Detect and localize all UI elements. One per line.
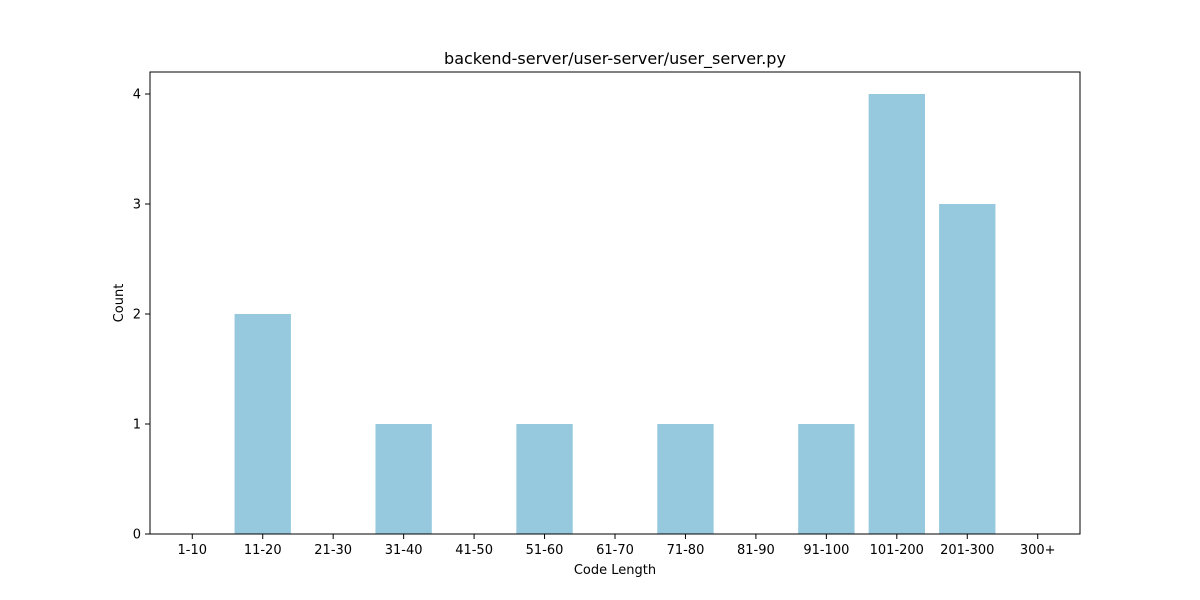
- x-tick-label: 11-20: [244, 543, 282, 558]
- bar-201-300: [939, 204, 996, 534]
- x-tick-label: 41-50: [455, 543, 493, 558]
- y-tick-label: 3: [133, 198, 141, 213]
- y-tick-label: 4: [133, 88, 141, 103]
- bar-101-200: [868, 94, 925, 534]
- x-tick-label: 300+: [1020, 543, 1056, 558]
- x-tick-label: 81-90: [737, 543, 775, 558]
- bar-51-60: [516, 424, 573, 534]
- x-axis: 1-10 11-20 21-30 31-40 41-50 51-60 61-70 71-80 8…: [178, 534, 1056, 558]
- y-axis: 0 1 2 3 4: [133, 88, 150, 543]
- chart-title: backend-server/user-server/user_server.p…: [444, 49, 786, 69]
- x-tick-label: 71-80: [667, 543, 705, 558]
- y-tick-label: 2: [133, 308, 141, 323]
- x-tick-label: 101-200: [870, 543, 924, 558]
- bars-group: [234, 94, 996, 534]
- y-tick-label: 0: [133, 528, 141, 543]
- x-axis-title: Code Length: [574, 563, 656, 578]
- x-tick-label: 51-60: [526, 543, 564, 558]
- bar-71-80: [657, 424, 714, 534]
- x-tick-label: 61-70: [596, 543, 634, 558]
- x-tick-label: 201-300: [940, 543, 994, 558]
- bar-11-20: [234, 314, 291, 534]
- y-tick-label: 1: [133, 418, 141, 433]
- x-tick-label: 31-40: [385, 543, 423, 558]
- x-tick-label: 1-10: [178, 543, 208, 558]
- x-tick-label: 91-100: [803, 543, 849, 558]
- bar-31-40: [375, 424, 432, 534]
- y-axis-title: Count: [112, 284, 127, 323]
- x-tick-label: 21-30: [314, 543, 352, 558]
- bar-91-100: [798, 424, 855, 534]
